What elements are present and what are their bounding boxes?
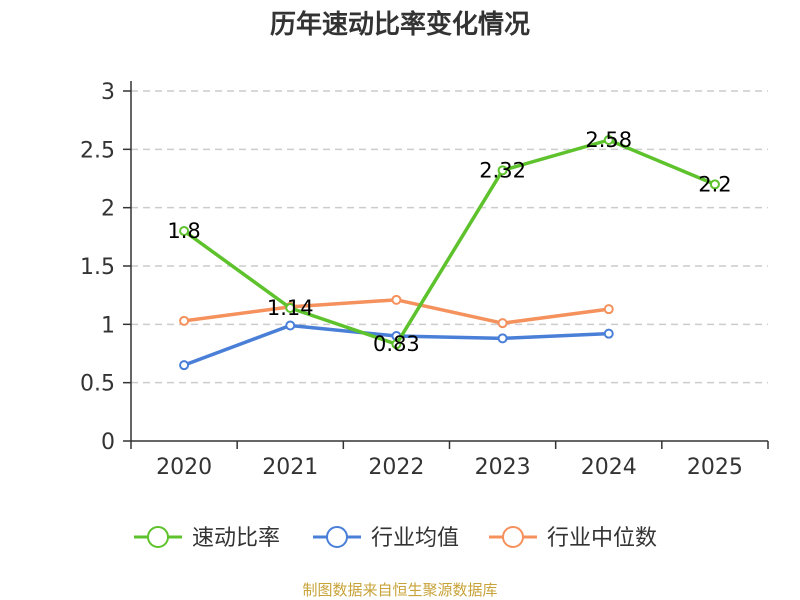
x-tick-label: 2021 <box>262 455 318 480</box>
data-point <box>497 333 508 344</box>
x-tick-label: 2022 <box>368 455 424 480</box>
data-label: 2.2 <box>698 172 731 196</box>
data-point <box>179 226 190 236</box>
chart-title: 历年速动比率变化情况 <box>270 9 530 40</box>
y-tick-label: 0 <box>101 430 115 455</box>
legend-label: 速动比率 <box>192 526 280 551</box>
legend-marker-icon <box>502 526 524 548</box>
y-tick-label: 1 <box>101 313 115 338</box>
data-label: 1.14 <box>267 296 314 320</box>
data-label: 1.8 <box>167 219 200 243</box>
data-point <box>179 360 190 371</box>
data-label: 0.83 <box>373 332 420 356</box>
series-layer <box>179 135 720 371</box>
data-point <box>603 135 614 145</box>
data-point <box>285 303 296 313</box>
y-tick-label: 2.5 <box>80 138 115 163</box>
data-label: 2.58 <box>585 128 632 152</box>
x-tick-label: 2025 <box>687 455 743 480</box>
y-tick-label: 2 <box>101 197 115 222</box>
axes: 0 0.5 1 1.5 2 2.5 3 2020 2021 2022 2023 2024 2025 <box>80 80 769 480</box>
legend-marker-icon <box>147 526 169 548</box>
legend-item[interactable]: 行业均值 <box>313 526 459 551</box>
data-point <box>391 294 402 305</box>
data-point <box>285 320 296 331</box>
data-labels: 1.8 1.14 0.83 2.32 2.58 2.2 <box>167 128 731 356</box>
legend-label: 行业中位数 <box>547 526 657 551</box>
x-tick-label: 2020 <box>156 455 212 480</box>
legend-marker-icon <box>326 526 348 548</box>
source-note: 制图数据来自恒生聚源数据库 <box>302 581 497 599</box>
x-tick-label: 2023 <box>475 455 531 480</box>
y-tick-label: 0.5 <box>80 372 115 397</box>
data-point <box>179 315 190 326</box>
data-point <box>391 339 402 350</box>
data-point <box>709 179 720 190</box>
y-tick-label: 3 <box>101 80 115 105</box>
data-point <box>497 318 508 329</box>
gridlines <box>131 90 768 384</box>
data-point <box>603 328 614 339</box>
y-tick-label: 1.5 <box>80 255 115 280</box>
x-tick-label: 2024 <box>581 455 637 480</box>
series-line <box>183 138 716 346</box>
data-point <box>603 304 614 315</box>
legend-item[interactable]: 行业中位数 <box>489 526 657 551</box>
legend-item[interactable]: 速动比率 <box>134 526 280 551</box>
data-label: 2.32 <box>479 158 526 182</box>
legend-label: 行业均值 <box>371 526 459 551</box>
data-point <box>497 165 508 176</box>
legend[interactable]: 速动比率 行业均值 行业中位数 <box>134 526 657 551</box>
